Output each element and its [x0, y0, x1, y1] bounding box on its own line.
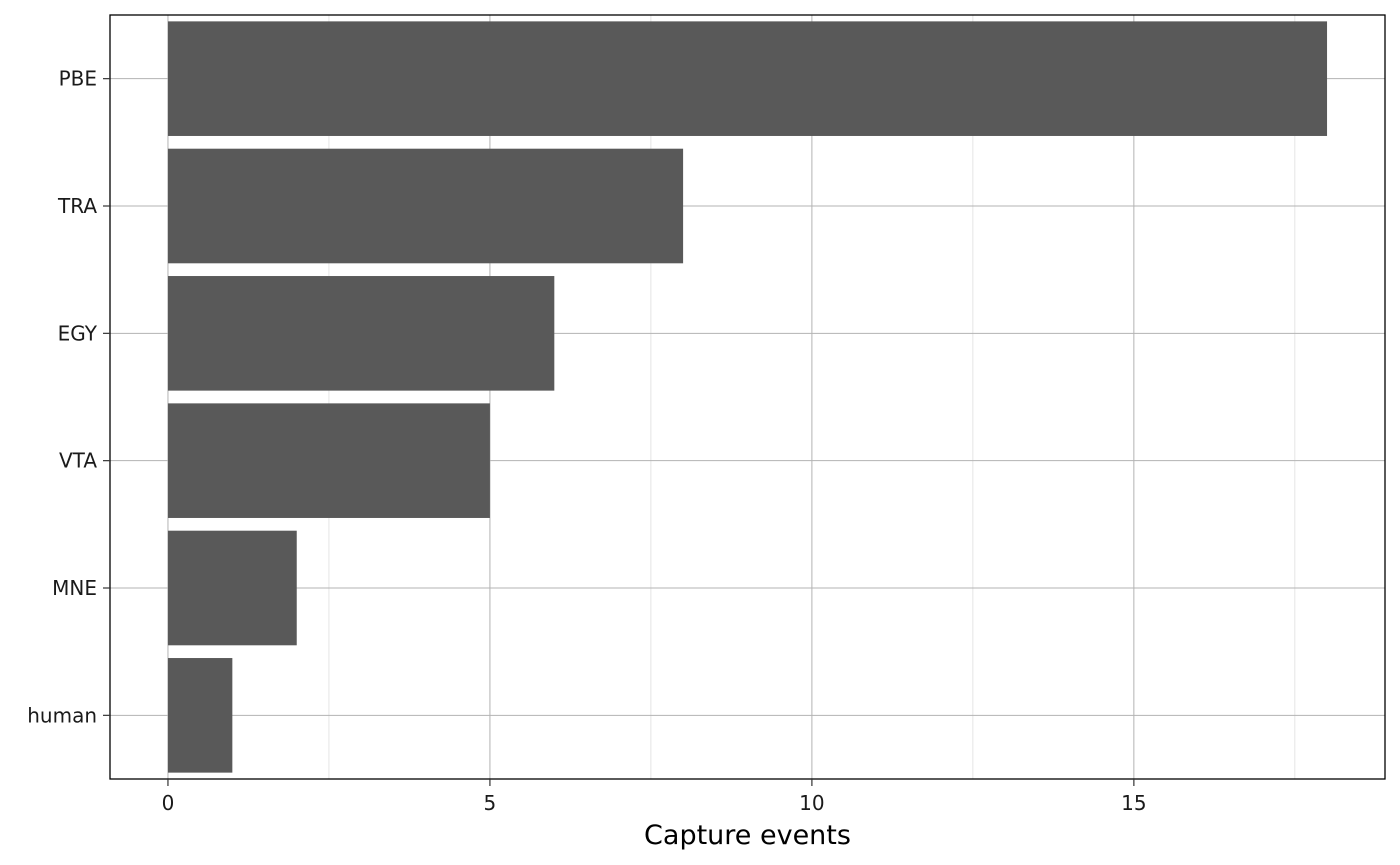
- x-axis: 0 5 10 15: [162, 779, 1147, 815]
- x-tick-label: 15: [1121, 791, 1146, 815]
- y-tick-label: MNE: [52, 576, 97, 600]
- x-tick-label: 0: [162, 791, 175, 815]
- bar-PBE: [167, 21, 1328, 136]
- y-axis: PBE TRA EGY VTA MNE human: [27, 67, 110, 727]
- bar-EGY: [167, 276, 555, 391]
- plot-background: [110, 15, 1385, 779]
- bar-human: [167, 658, 233, 773]
- bars: [167, 21, 1328, 773]
- y-tick-label: VTA: [59, 449, 97, 473]
- x-axis-title: Capture events: [644, 820, 851, 851]
- x-tick-label: 5: [484, 791, 497, 815]
- y-tick-label: PBE: [59, 67, 97, 91]
- bar-MNE: [167, 530, 297, 646]
- y-tick-label: TRA: [57, 194, 97, 218]
- y-tick-label: EGY: [58, 321, 98, 345]
- y-tick-label: human: [27, 703, 97, 727]
- panel-border: [109, 14, 1386, 780]
- bar-TRA: [167, 148, 684, 264]
- bar-VTA: [167, 403, 490, 518]
- x-tick-label: 10: [799, 791, 824, 815]
